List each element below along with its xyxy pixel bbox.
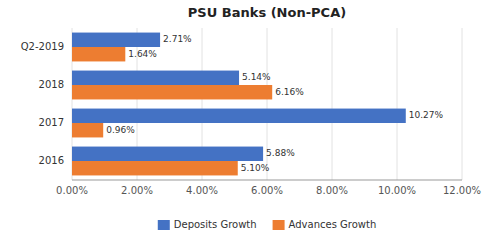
legend-swatch	[158, 220, 170, 230]
grid-line	[462, 28, 463, 180]
x-tick-label: 12.00%	[443, 185, 481, 196]
x-tick-label: 10.00%	[378, 185, 416, 196]
bar	[72, 71, 239, 85]
x-tick-label: 2.00%	[121, 185, 153, 196]
x-tick-label: 0.00%	[56, 185, 88, 196]
bar	[72, 33, 160, 47]
grid-line	[332, 28, 333, 180]
data-label: 5.10%	[241, 163, 270, 173]
legend: Deposits Growth Advances Growth	[158, 219, 376, 230]
bar	[72, 161, 238, 175]
x-tick-label: 6.00%	[251, 185, 283, 196]
legend-item: Advances Growth	[273, 219, 377, 230]
data-label: 5.88%	[266, 148, 295, 158]
bar	[72, 109, 406, 123]
y-tick-label: 2018	[39, 79, 64, 90]
y-tick-label: 2017	[39, 117, 64, 128]
bar	[72, 85, 272, 99]
bar	[72, 147, 263, 161]
x-axis-line	[72, 180, 462, 181]
grid	[72, 28, 462, 180]
legend-label: Deposits Growth	[174, 219, 257, 230]
data-label: 5.14%	[242, 72, 271, 82]
x-tick-label: 4.00%	[186, 185, 218, 196]
data-label: 10.27%	[409, 110, 444, 120]
y-tick-label: 2016	[39, 155, 64, 166]
bar	[72, 47, 125, 61]
grid-line	[397, 28, 398, 180]
data-labels: 2.71% 1.64% 5.14% 6.16% 10.27% 0.96% 5.88% 5.10…	[106, 34, 443, 172]
y-tick-label: Q2-2019	[21, 41, 64, 52]
data-label: 6.16%	[275, 87, 304, 97]
bars	[72, 33, 406, 176]
data-label: 2.71%	[163, 34, 192, 44]
legend-swatch	[273, 220, 285, 230]
legend-label: Advances Growth	[289, 219, 377, 230]
data-label: 1.64%	[128, 49, 157, 59]
legend-item: Deposits Growth	[158, 219, 257, 230]
x-tick-label: 8.00%	[316, 185, 348, 196]
chart: PSU Banks (Non-PCA) 0.00% 2.00% 4.00% 6.00% 8…	[0, 0, 499, 239]
data-label: 0.96%	[106, 125, 135, 135]
title: PSU Banks (Non-PCA)	[188, 5, 346, 20]
bar	[72, 123, 103, 137]
